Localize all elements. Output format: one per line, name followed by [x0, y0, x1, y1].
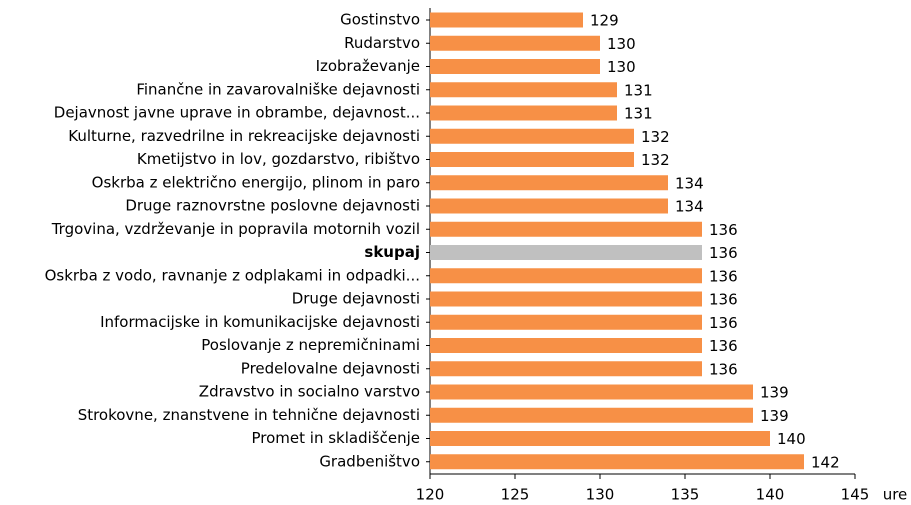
- y-tick-label: Druge raznovrstne poslovne dejavnosti: [125, 197, 420, 215]
- bar: [430, 245, 702, 260]
- bar: [430, 361, 702, 377]
- y-tick-label: Dejavnost javne uprave in obrambe, dejav…: [54, 104, 420, 122]
- bar: [430, 407, 753, 423]
- bar: [430, 384, 753, 400]
- bar: [430, 105, 617, 121]
- x-tick-label: 125: [501, 486, 530, 504]
- y-tick-label: Kulturne, razvedrilne in rekreacijske de…: [68, 127, 420, 145]
- bar: [430, 221, 702, 237]
- y-tick-label: Gradbeništvo: [319, 452, 420, 470]
- y-tick-label: Informacijske in komunikacijske dejavnos…: [100, 313, 420, 331]
- y-tick-label: Druge dejavnosti: [292, 290, 420, 308]
- y-tick-label: Predelovalne dejavnosti: [241, 359, 420, 377]
- y-tick-label: Poslovanje z nepremičninami: [201, 336, 420, 354]
- value-label: 136: [709, 360, 738, 378]
- value-label: 129: [590, 12, 619, 30]
- x-tick-label: 145: [841, 486, 870, 504]
- y-tick-label: Strokovne, znanstvene in tehnične dejavn…: [78, 406, 420, 424]
- y-tick-label: Finančne in zavarovalniške dejavnosti: [136, 80, 420, 98]
- bar: [430, 268, 702, 284]
- value-label: 136: [709, 244, 738, 262]
- y-tick-label: Trgovina, vzdrževanje in popravila motor…: [51, 220, 420, 238]
- x-tick-label: 120: [416, 486, 445, 504]
- value-label: 130: [607, 35, 636, 53]
- bar: [430, 35, 600, 51]
- value-label: 131: [624, 81, 653, 99]
- value-label: 136: [709, 267, 738, 285]
- value-label: 131: [624, 105, 653, 123]
- bar: [430, 431, 770, 446]
- x-tick-label: 130: [586, 486, 615, 504]
- y-tick-label: Zdravstvo in socialno varstvo: [199, 383, 420, 401]
- y-tick-label: Oskrba z vodo, ravnanje z odplakami in o…: [45, 266, 420, 284]
- bar: [430, 291, 702, 307]
- value-label: 139: [760, 407, 789, 425]
- value-label: 140: [777, 430, 806, 448]
- bar: [430, 12, 583, 28]
- value-label: 136: [709, 221, 738, 239]
- bar: [430, 128, 634, 144]
- bar: [430, 338, 702, 353]
- value-label: 134: [675, 174, 704, 192]
- y-tick-label: Izobraževanje: [316, 57, 420, 75]
- value-label: 132: [641, 151, 670, 169]
- bar: [430, 59, 600, 74]
- value-label: 142: [811, 453, 840, 471]
- bar: [430, 314, 702, 330]
- x-tick-label: 140: [756, 486, 785, 504]
- bar: [430, 198, 668, 214]
- y-tick-label: Rudarstvo: [344, 34, 420, 52]
- value-label: 136: [709, 291, 738, 309]
- x-axis-label: ure: [883, 486, 908, 504]
- bar: [430, 152, 634, 167]
- y-tick-label: Kmetijstvo in lov, gozdarstvo, ribištvo: [137, 150, 420, 168]
- x-tick-label: 135: [671, 486, 700, 504]
- value-label: 132: [641, 128, 670, 146]
- bar: [430, 175, 668, 191]
- bar: [430, 454, 804, 470]
- y-tick-label: Gostinstvo: [340, 11, 420, 29]
- value-label: 134: [675, 198, 704, 216]
- value-label: 130: [607, 58, 636, 76]
- y-tick-label: Oskrba z električno energijo, plinom in …: [92, 173, 420, 191]
- y-tick-label: Promet in skladiščenje: [252, 429, 420, 447]
- y-tick-label: skupaj: [364, 243, 420, 261]
- bar: [430, 82, 617, 98]
- value-label: 136: [709, 337, 738, 355]
- value-label: 139: [760, 384, 789, 402]
- value-label: 136: [709, 314, 738, 332]
